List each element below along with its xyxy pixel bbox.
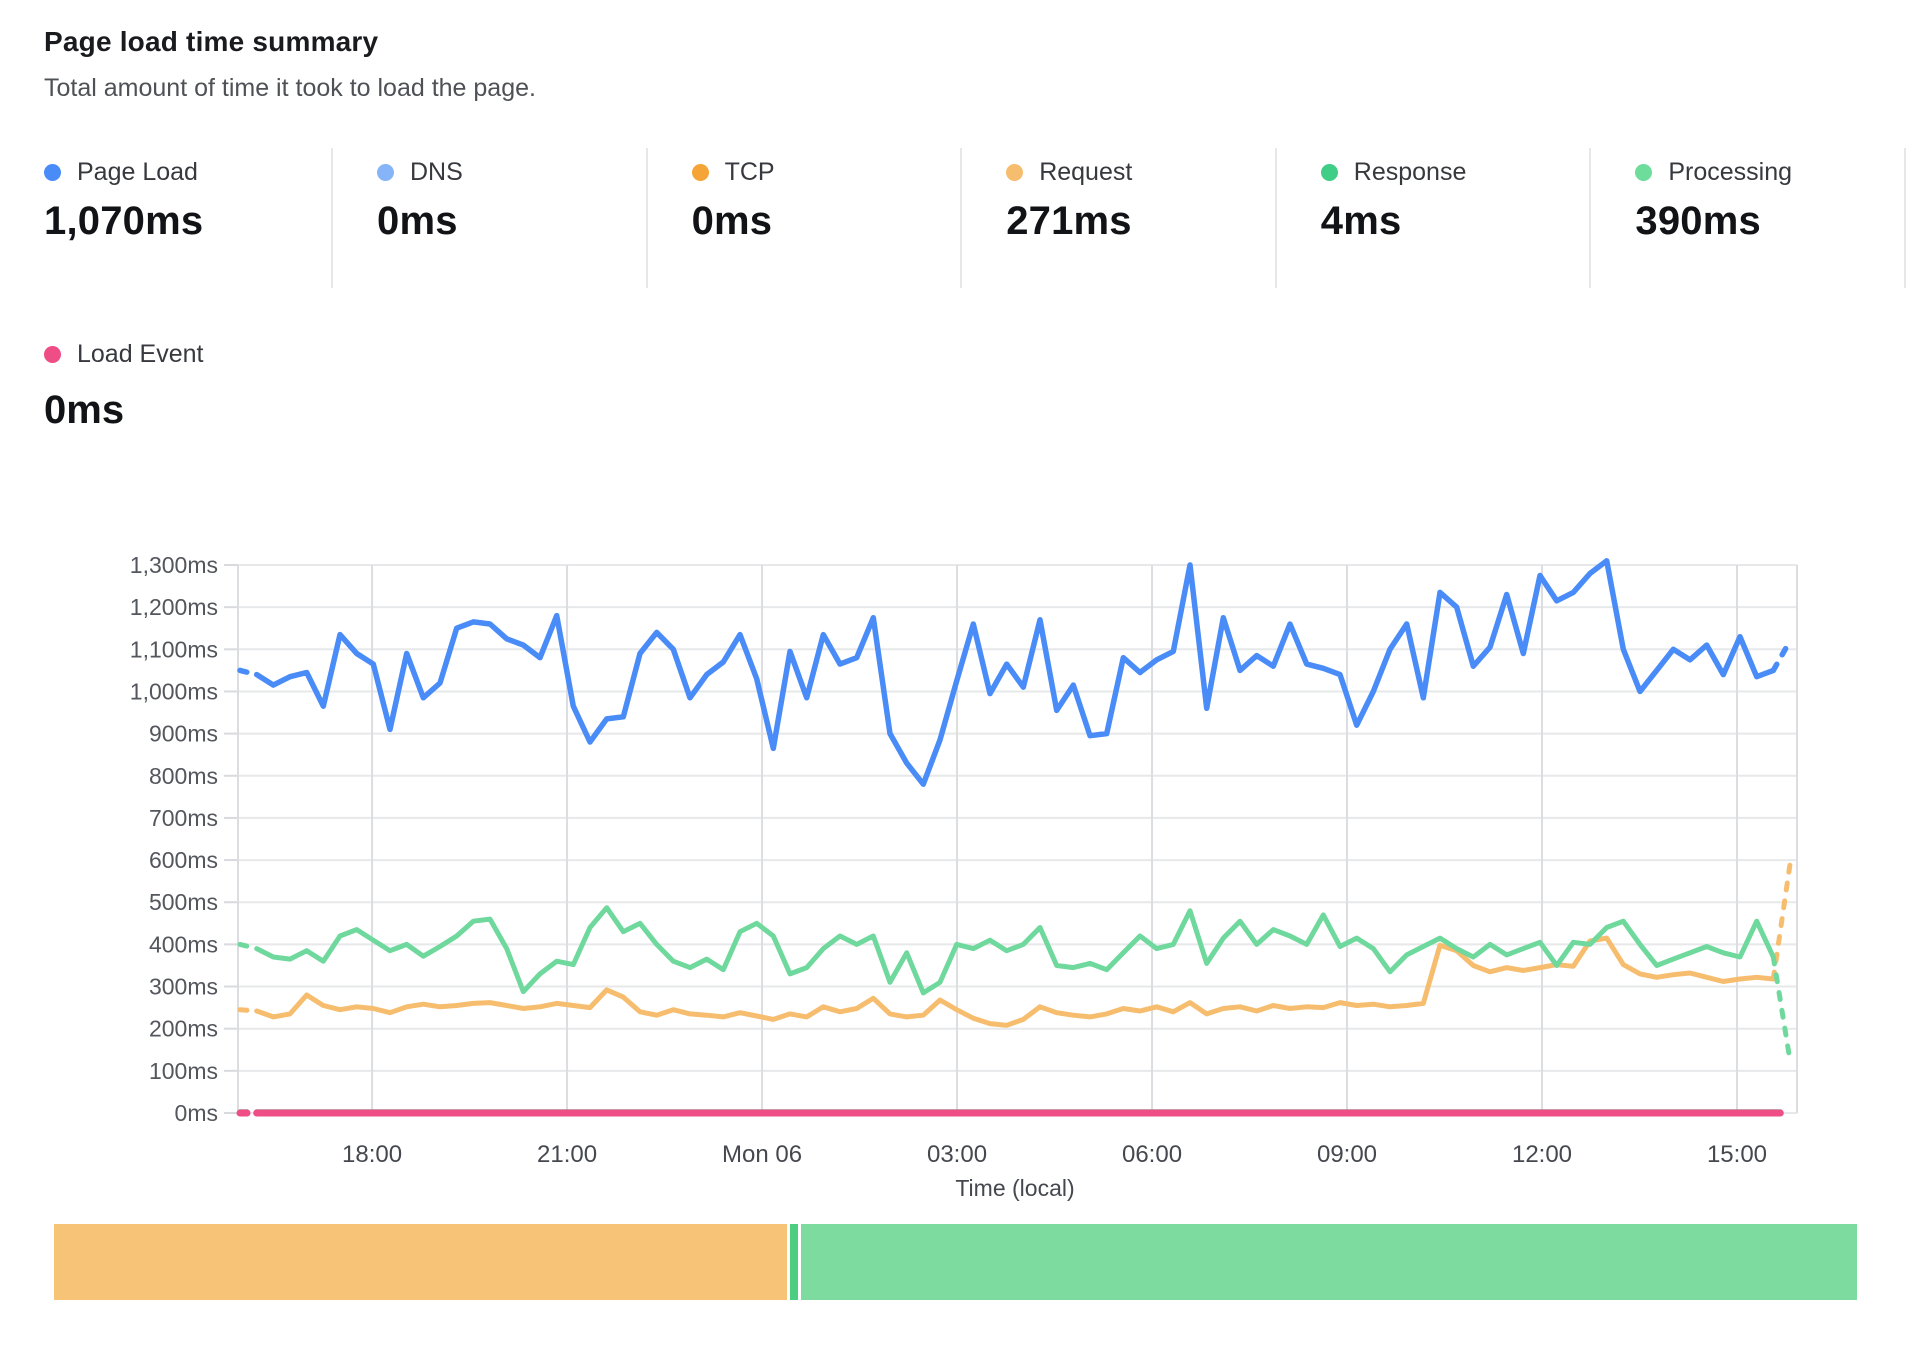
metrics-row: Page Load 1,070ms DNS 0ms TCP 0ms Reques… <box>0 148 1906 288</box>
svg-text:12:00: 12:00 <box>1512 1141 1572 1168</box>
metric-label: Request <box>1039 158 1133 186</box>
metric-tile-processing: Processing 390ms <box>1591 148 1906 288</box>
metric-label: DNS <box>410 158 463 186</box>
svg-text:700ms: 700ms <box>149 805 218 831</box>
metric-value: 0ms <box>377 199 458 243</box>
svg-text:200ms: 200ms <box>149 1016 218 1042</box>
metric-value: 1,070ms <box>44 199 204 243</box>
metric-label: Processing <box>1668 158 1793 186</box>
tcp-legend-dot <box>691 164 709 181</box>
dns-legend-dot <box>377 164 394 181</box>
svg-text:15:00: 15:00 <box>1707 1141 1767 1168</box>
page-subtitle: Total amount of time it took to load the… <box>44 74 536 102</box>
metric-tile-load-event: Load Event <box>44 340 204 369</box>
svg-text:1,300ms: 1,300ms <box>130 552 218 578</box>
metric-value: 390ms <box>1635 199 1761 243</box>
time-range-brush[interactable] <box>54 1224 1857 1300</box>
metric-tile-request: Request 271ms <box>962 148 1277 288</box>
brush-segment-processing[interactable] <box>801 1224 1857 1300</box>
svg-text:400ms: 400ms <box>149 931 218 957</box>
svg-text:21:00: 21:00 <box>537 1141 597 1168</box>
metric-value: 0ms <box>44 388 125 432</box>
metric-tile-tcp: TCP 0ms <box>648 148 963 288</box>
metric-tile-page-load: Page Load 1,070ms <box>0 148 333 288</box>
svg-text:1,200ms: 1,200ms <box>130 594 218 620</box>
metric-label: Load Event <box>77 340 204 368</box>
svg-text:Mon 06: Mon 06 <box>722 1141 802 1168</box>
page-load-legend-dot <box>44 164 61 181</box>
svg-text:1,100ms: 1,100ms <box>130 636 218 662</box>
metric-value: 4ms <box>1320 199 1402 243</box>
svg-text:03:00: 03:00 <box>927 1141 987 1168</box>
svg-text:600ms: 600ms <box>149 847 218 873</box>
brush-segment-request[interactable] <box>54 1224 787 1300</box>
metric-value: 271ms <box>1006 199 1132 243</box>
processing-legend-dot <box>1635 164 1653 181</box>
page-title: Page load time summary <box>44 26 379 57</box>
metric-label: Response <box>1353 158 1467 186</box>
svg-text:06:00: 06:00 <box>1122 1141 1182 1168</box>
svg-text:Time (local): Time (local) <box>955 1175 1074 1201</box>
svg-text:1,000ms: 1,000ms <box>130 678 218 704</box>
svg-text:300ms: 300ms <box>149 974 218 1000</box>
svg-text:0ms: 0ms <box>175 1100 218 1126</box>
metric-tile-response: Response 4ms <box>1277 148 1592 288</box>
svg-text:18:00: 18:00 <box>342 1141 402 1168</box>
response-legend-dot <box>1320 164 1338 181</box>
svg-text:900ms: 900ms <box>149 721 218 747</box>
svg-text:800ms: 800ms <box>149 763 218 789</box>
brush-segment-response[interactable] <box>789 1224 799 1300</box>
load-event-legend-dot <box>44 346 61 363</box>
metric-label: Page Load <box>77 158 198 186</box>
metric-value: 0ms <box>691 199 773 243</box>
metric-label: TCP <box>724 158 775 186</box>
page-load-timeseries-chart[interactable]: 0ms 100ms 200ms 300ms 400ms 500ms 600ms 700ms 80… <box>0 440 1910 1220</box>
svg-text:500ms: 500ms <box>149 889 218 915</box>
svg-text:100ms: 100ms <box>149 1058 218 1084</box>
request-legend-dot <box>1006 164 1024 181</box>
svg-text:09:00: 09:00 <box>1317 1141 1377 1168</box>
metric-tile-dns: DNS 0ms <box>333 148 648 288</box>
